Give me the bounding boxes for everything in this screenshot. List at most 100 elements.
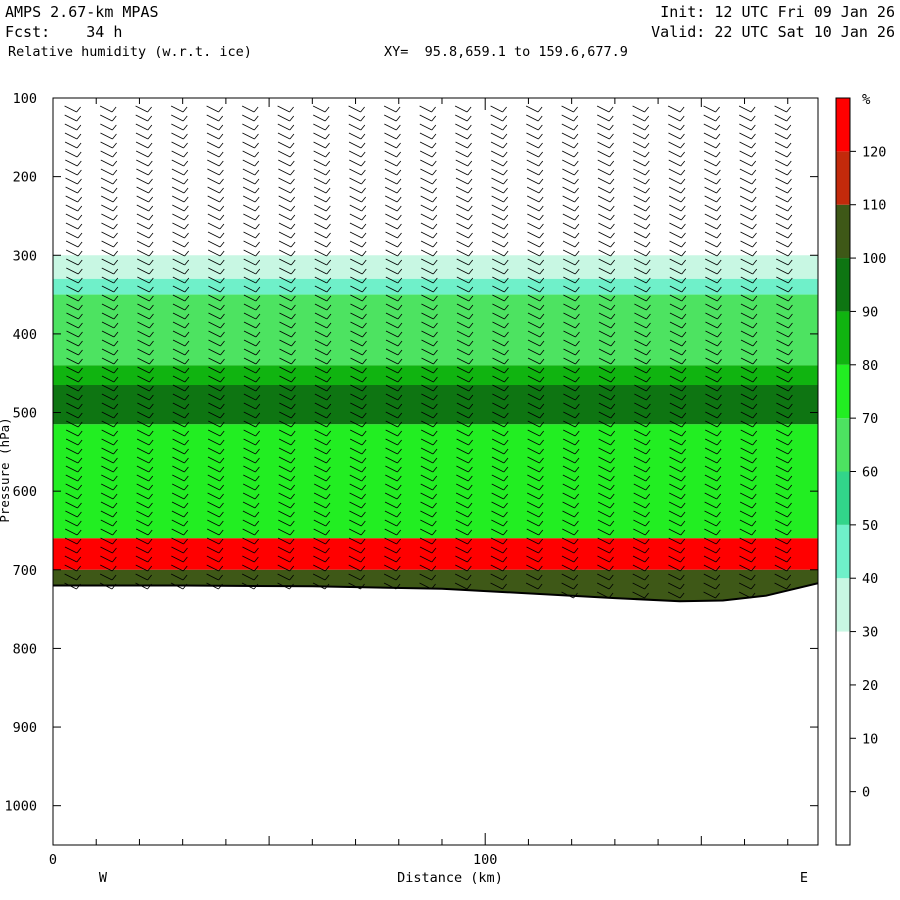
wind-barb — [456, 213, 469, 221]
wind-barb-flag — [362, 331, 367, 338]
wind-barb — [775, 222, 789, 230]
wind-barb — [455, 492, 469, 500]
wind-barb — [385, 348, 399, 356]
wind-barb-flag — [397, 421, 403, 428]
wind-barb-flag — [645, 484, 651, 491]
wind-barb-flag — [255, 241, 260, 248]
wind-barb-flag — [573, 538, 579, 545]
wind-barb — [775, 195, 788, 203]
wind-barb — [420, 159, 433, 167]
wind-barb-flag — [113, 232, 118, 239]
wind-barb — [490, 573, 503, 581]
wind-barb-flag — [539, 214, 544, 221]
wind-barb-flag — [468, 241, 473, 248]
wind-barb — [101, 267, 114, 275]
wind-barb-flag — [77, 466, 83, 473]
wind-barb-flag — [78, 304, 83, 311]
wind-barb-flag — [77, 448, 83, 455]
west-label: W — [99, 870, 108, 886]
wind-barb — [207, 204, 220, 212]
wind-barb — [384, 519, 397, 527]
wind-barb-flag — [254, 529, 260, 536]
wind-barb-flag — [538, 529, 544, 536]
wind-barb-flag — [220, 313, 225, 320]
wind-barb — [561, 573, 574, 581]
wind-barb — [668, 114, 681, 122]
wind-barb — [277, 150, 291, 158]
wind-barb — [705, 285, 718, 293]
wind-barb-flag — [752, 430, 758, 437]
wind-barb — [135, 114, 148, 122]
wind-barb — [207, 213, 221, 221]
wind-barb — [313, 510, 327, 518]
wind-barb-flag — [539, 223, 544, 230]
y-tick-label: 600 — [13, 484, 37, 500]
wind-barb-flag — [573, 142, 579, 149]
wind-barb — [243, 276, 257, 284]
wind-barb — [278, 438, 292, 446]
wind-barb — [490, 105, 503, 113]
wind-barb-flag — [681, 223, 686, 230]
wind-barb-flag — [254, 187, 260, 194]
wind-barb-flag — [751, 142, 756, 149]
wind-barb-flag — [362, 367, 367, 374]
wind-barb-flag — [503, 268, 509, 275]
wind-barb-flag — [326, 214, 331, 221]
wind-barb-flag — [183, 178, 189, 185]
wind-barb-flag — [539, 358, 545, 365]
wind-barb — [632, 555, 646, 563]
wind-barb — [634, 267, 647, 275]
wind-barb — [492, 303, 505, 311]
wind-barb — [669, 420, 682, 428]
wind-barb — [491, 195, 504, 203]
wind-barb-flag — [468, 250, 473, 257]
wind-barb-flag — [432, 169, 437, 176]
wind-barb — [208, 384, 221, 392]
wind-barb — [349, 456, 363, 464]
wind-barb-flag — [326, 385, 332, 392]
wind-barb-flag — [360, 565, 366, 572]
wind-barb — [704, 177, 717, 185]
wind-barb — [668, 150, 681, 158]
wind-barb-flag — [679, 106, 685, 113]
wind-barb-flag — [575, 313, 580, 320]
wind-barb-flag — [182, 106, 188, 113]
wind-barb-flag — [716, 502, 721, 509]
wind-barb-flag — [468, 403, 474, 410]
wind-barb — [172, 276, 186, 284]
y-tick-label: 100 — [13, 91, 37, 107]
wind-barb-flag — [751, 133, 756, 140]
wind-barb-flag — [679, 574, 685, 581]
wind-barb — [420, 213, 434, 221]
wind-barb-flag — [752, 295, 758, 302]
wind-barb-flag — [291, 331, 296, 338]
wind-barb-flag — [78, 358, 83, 365]
wind-barb — [739, 546, 752, 554]
wind-barb-flag — [468, 313, 474, 320]
wind-barb-flag — [504, 349, 509, 356]
wind-barb-flag — [468, 475, 473, 482]
wind-barb-flag — [716, 205, 722, 212]
wind-barb-flag — [787, 205, 793, 212]
wind-barb-flag — [539, 394, 545, 401]
wind-barb-flag — [113, 241, 118, 248]
wind-barb — [314, 321, 328, 329]
wind-barb — [776, 330, 789, 338]
wind-barb-flag — [644, 124, 650, 131]
wind-barb — [243, 222, 256, 230]
wind-barb-flag — [432, 196, 437, 203]
wind-barb-flag — [254, 511, 260, 518]
wind-barb — [279, 375, 292, 383]
wind-barb — [634, 330, 647, 338]
wind-barb-flag — [466, 106, 472, 113]
wind-barb-flag — [610, 250, 615, 257]
wind-barb-flag — [715, 124, 721, 131]
wind-barb — [385, 321, 399, 329]
wind-barb — [136, 465, 150, 473]
wind-barb-flag — [362, 349, 367, 356]
wind-barb — [385, 375, 399, 383]
wind-barb-flag — [503, 205, 509, 212]
wind-barb-flag — [610, 385, 616, 392]
wind-barb — [278, 483, 291, 491]
wind-barb — [350, 348, 363, 356]
